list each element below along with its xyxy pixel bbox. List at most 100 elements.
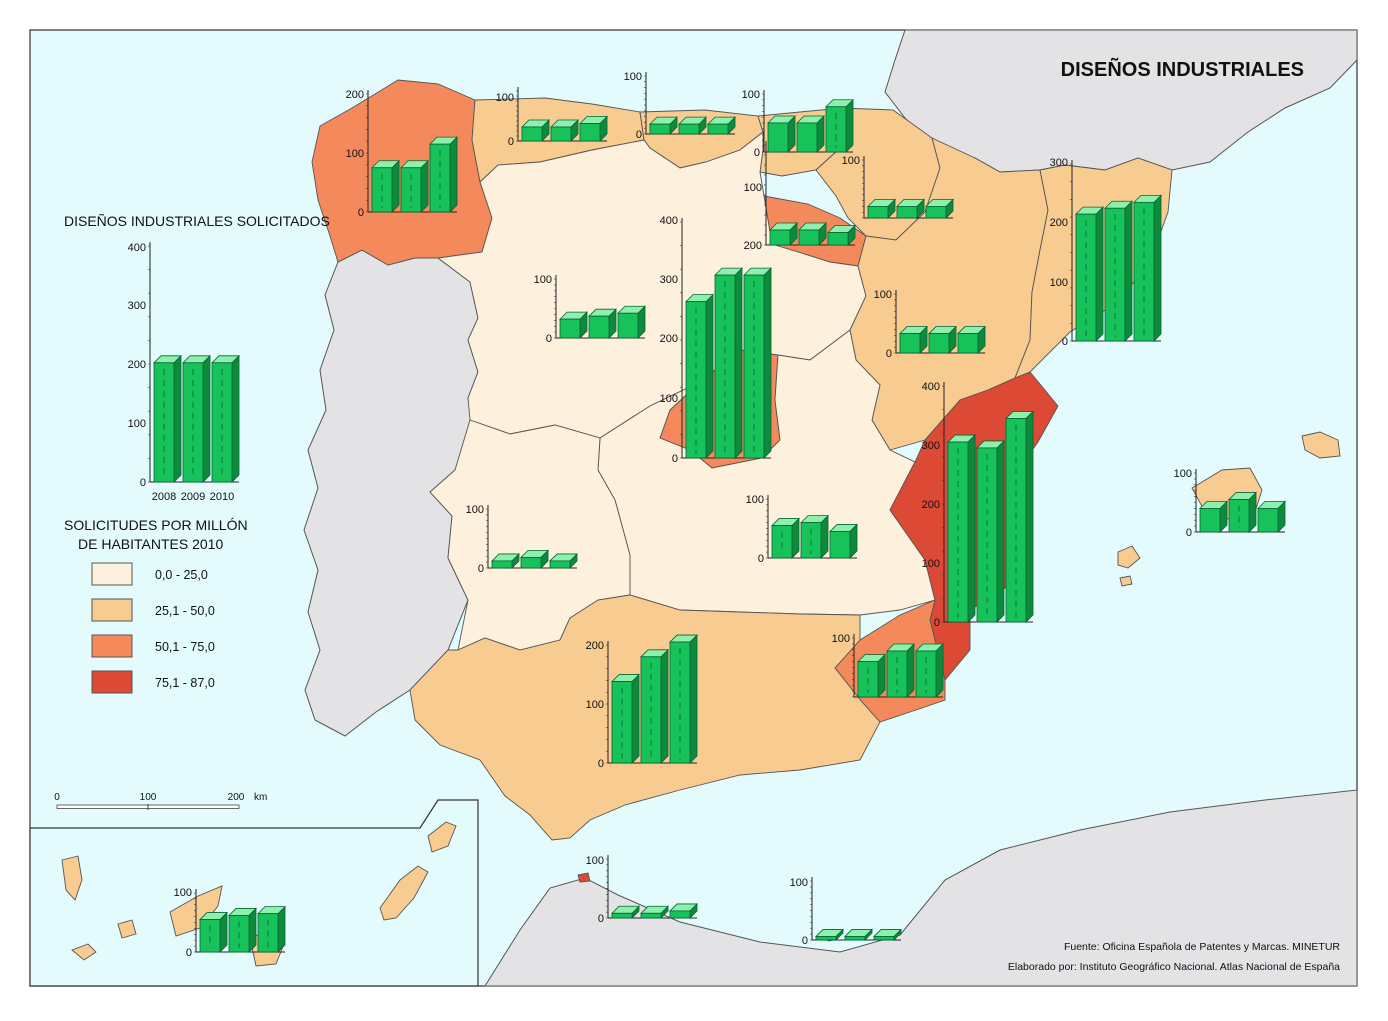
island-lanzarote [427,821,457,853]
chart-tick-label-castilla-y-leon-0: 0 [546,333,552,345]
chart-tick-label-ceuta-100: 100 [586,855,604,867]
bar-side-canarias-2 [277,905,286,953]
legend-classes: 0,0 - 25,0 25,1 - 50,0 50,1 - 75,0 75,1 … [91,562,215,694]
bar-pais-vasco-0 [767,122,789,153]
bar-chart-galicia: 0 100 200 [346,89,458,219]
chart-tick-label-castilla-y-leon-100: 100 [534,274,552,286]
bar-castilla-la-mancha-2 [829,531,851,559]
chart-tick-label-castilla-la-mancha-0: 0 [758,553,764,565]
chart-tick-label-legend-400: 400 [128,242,146,254]
bar-legend-0 [153,362,175,483]
chart-tick-label-comunitat-valenciana-100: 100 [922,558,940,570]
bar-side-andalucia-0 [631,673,640,764]
bar-chart-ceuta: 0 100 [586,855,698,925]
bar-side-comunidad-de-madrid-0 [705,293,714,459]
bar-asturias-2 [579,123,601,142]
chart-tick-label-ceuta-0: 0 [598,913,604,925]
scale-label-200: 200 [228,792,245,803]
bar-chart-cantabria: 0 100 [624,71,736,141]
bar-pais-vasco-1 [796,122,818,153]
bar-chart-canarias: 0 100 [174,887,286,959]
bar-chart-comunidad-de-madrid: 0 100 200 300 400 [660,215,772,465]
bar-chart-pais-vasco: 0 100 [742,89,854,159]
legend-class-label-3: 50,1 - 75,0 [155,640,215,654]
bar-cantabria-1 [678,123,700,135]
chart-tick-label-illes-balears-0: 0 [1186,527,1192,539]
bar-chart-navarra: 100 [842,155,954,219]
bar-cantabria-0 [649,123,671,135]
legend-year-label-2010: 2010 [210,491,234,503]
bar-chart-castilla-y-leon: 0 100 [534,274,646,345]
bar-asturias-1 [550,126,572,142]
bar-castilla-la-mancha-0 [771,525,793,559]
bar-side-canarias-1 [248,907,257,953]
bar-andalucia-2 [669,641,691,764]
island-menorca [1301,431,1341,459]
chart-tick-label-cataluna-100: 100 [1050,277,1068,289]
island-ibiza [1117,545,1141,569]
bar-side-comunitat-valenciana-2 [1025,410,1034,623]
bar-melilla-1 [844,936,866,941]
legend-class-label-1: 0,0 - 25,0 [155,568,208,582]
chart-tick-label-legend-100: 100 [128,418,146,430]
bar-cantabria-2 [707,123,729,135]
legend-swatch-4 [91,670,133,694]
legend-class-label-4: 75,1 - 87,0 [155,676,215,690]
chart-tick-label-canarias-100: 100 [174,887,192,899]
chart-tick-label-la-rioja-100: 100 [744,182,762,194]
bar-comunitat-valenciana-2 [1005,418,1027,623]
bar-melilla-2 [873,936,895,941]
author-credit: Elaborado por: Instituto Geográfico Naci… [1008,961,1340,973]
scale-label-0: 0 [54,792,60,803]
chart-tick-label-comunidad-de-madrid-0: 0 [672,453,678,465]
chart-tick-label-comunidad-de-madrid-100: 100 [660,393,678,405]
bar-extremadura-2 [549,560,571,569]
bar-navarra-0 [867,205,889,219]
bar-region-de-murcia-1 [886,650,908,698]
chart-tick-label-cataluna-0: 0 [1062,336,1068,348]
bar-navarra-2 [925,205,947,219]
bar-chart-region-de-murcia: 100 [832,633,944,698]
bar-extremadura-0 [491,560,513,569]
chart-tick-label-region-de-murcia-100: 100 [832,633,850,645]
chart-tick-label-aragon-0: 0 [886,348,892,360]
bar-side-cataluna-0 [1095,206,1104,342]
bar-chart-cataluna: 0 100 200 300 [1050,157,1162,348]
chart-tick-label-cantabria-0: 0 [636,129,642,141]
bar-melilla-0 [815,936,837,941]
chart-tick-label-castilla-la-mancha-100: 100 [746,494,764,506]
scale-unit: km [254,792,267,803]
bar-la-rioja-1 [798,229,820,246]
chart-tick-label-andalucia-200: 200 [586,640,604,652]
bar-side-legend-1 [202,354,211,483]
legend-chart-title: DISEÑOS INDUSTRIALES SOLICITADOS [64,213,330,229]
chart-tick-label-galicia-100: 100 [346,148,364,160]
bar-ceuta-0 [611,912,633,919]
source-credit: Fuente: Oficina Española de Patentes y M… [1064,941,1340,953]
region-ceuta [577,872,591,883]
chart-tick-label-melilla-100: 100 [790,877,808,889]
legend-rate-title-line-2: DE HABITANTES 2010 [78,536,223,552]
bar-chart-melilla: 0 100 [790,877,902,947]
bar-comunitat-valenciana-0 [947,441,969,623]
chart-tick-label-aragon-100: 100 [874,289,892,301]
scale-bar: 0 100 200 km [54,792,267,810]
bar-charts: 0100200010001000100100100200010020030001… [128,71,1286,959]
bar-chart-andalucia: 0 100 200 [586,634,698,770]
legend-swatch-2 [91,598,133,622]
chart-tick-label-illes-balears-100: 100 [1174,468,1192,480]
island-fuerteventura [379,865,429,921]
bar-illes-balears-0 [1199,507,1221,533]
chart-tick-label-asturias-100: 100 [496,92,514,104]
chart-tick-label-la-rioja-200: 200 [744,240,762,252]
bar-asturias-0 [521,126,543,142]
bar-side-comunidad-de-madrid-1 [734,267,743,459]
chart-tick-label-andalucia-100: 100 [586,699,604,711]
island-la-gomera [117,919,137,939]
legend-year-label-2009: 2009 [181,491,205,503]
chart-tick-label-cataluna-200: 200 [1050,217,1068,229]
chart-tick-label-comunitat-valenciana-400: 400 [922,381,940,393]
chart-tick-label-galicia-200: 200 [346,89,364,101]
island-la-palma [61,855,83,901]
